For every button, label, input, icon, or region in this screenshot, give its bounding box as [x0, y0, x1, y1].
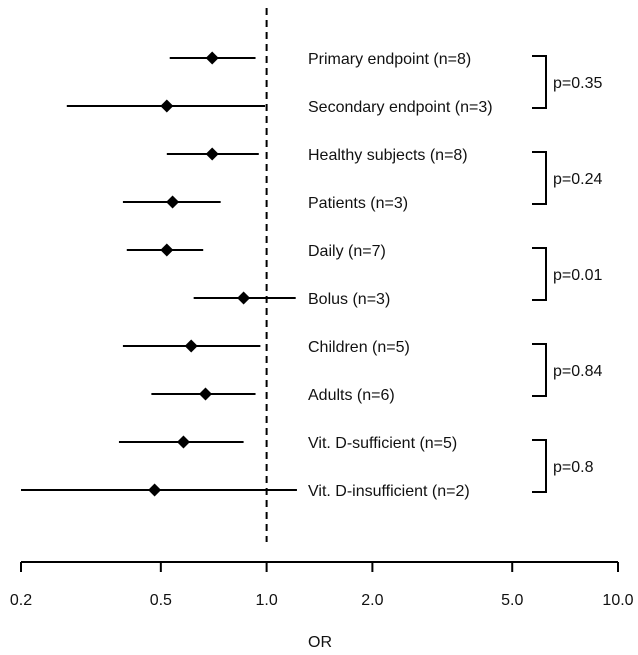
forest-row: Patients (n=3): [122, 195, 408, 212]
point-estimate-marker: [148, 483, 162, 497]
bracket-line: [532, 439, 547, 493]
forest-row: Primary endpoint (n=8): [169, 51, 471, 68]
x-tick-label: 2.0: [361, 592, 383, 609]
x-tick-label: 5.0: [501, 592, 523, 609]
row-label: Healthy subjects (n=8): [308, 147, 468, 164]
bracket-line: [532, 247, 547, 301]
x-tick-label: 0.2: [10, 592, 32, 609]
forest-row: Vit. D-sufficient (n=5): [118, 435, 457, 452]
x-tick-label: 1.0: [255, 592, 277, 609]
p-value-label: p=0.84: [553, 363, 602, 380]
point-estimate-marker: [205, 147, 219, 161]
point-estimate-marker: [184, 339, 198, 353]
row-label: Daily (n=7): [308, 243, 386, 260]
row-label: Primary endpoint (n=8): [308, 51, 471, 68]
x-tick-label: 0.5: [150, 592, 172, 609]
forest-row: Adults (n=6): [151, 387, 395, 404]
point-estimate-marker: [237, 291, 251, 305]
point-estimate-marker: [176, 435, 190, 449]
x-tick-label: 10.0: [602, 592, 633, 609]
point-estimate-marker: [198, 387, 212, 401]
x-axis-label: OR: [308, 634, 332, 651]
bracket-line: [532, 151, 547, 205]
forest-row: Healthy subjects (n=8): [166, 147, 468, 164]
forest-row: Daily (n=7): [126, 243, 386, 260]
comparison-bracket: p=0.01: [532, 247, 602, 301]
p-value-label: p=0.01: [553, 267, 602, 284]
p-value-label: p=0.35: [553, 75, 602, 92]
row-label: Vit. D-insufficient (n=2): [308, 483, 470, 500]
forest-row: Children (n=5): [122, 339, 410, 356]
row-label: Children (n=5): [308, 339, 410, 356]
p-value-label: p=0.24: [553, 171, 602, 188]
row-label: Adults (n=6): [308, 387, 395, 404]
row-label: Vit. D-sufficient (n=5): [308, 435, 457, 452]
row-label: Patients (n=3): [308, 195, 408, 212]
forest-row: Secondary endpoint (n=3): [66, 99, 493, 116]
comparison-bracket: p=0.84: [532, 343, 602, 397]
forest-row: Vit. D-insufficient (n=2): [21, 483, 470, 500]
forest-row: Bolus (n=3): [193, 291, 390, 308]
bracket-line: [532, 55, 547, 109]
row-label: Bolus (n=3): [308, 291, 390, 308]
p-value-label: p=0.8: [553, 459, 594, 476]
comparison-bracket: p=0.24: [532, 151, 602, 205]
point-estimate-marker: [166, 195, 180, 209]
x-axis: 0.2 0.5 1.0 2.0 5.0 10.0: [10, 561, 634, 609]
row-label: Secondary endpoint (n=3): [308, 99, 493, 116]
rows-layer: Primary endpoint (n=8) Secondary endpoint…: [21, 51, 493, 500]
comparison-bracket: p=0.35: [532, 55, 602, 109]
comparison-bracket: p=0.8: [532, 439, 594, 493]
point-estimate-marker: [160, 243, 174, 257]
brackets-layer: p=0.35 p=0.24 p=0.01 p=0.84 p=0.8: [532, 55, 602, 493]
point-estimate-marker: [160, 99, 174, 113]
bracket-line: [532, 343, 547, 397]
point-estimate-marker: [205, 51, 219, 65]
